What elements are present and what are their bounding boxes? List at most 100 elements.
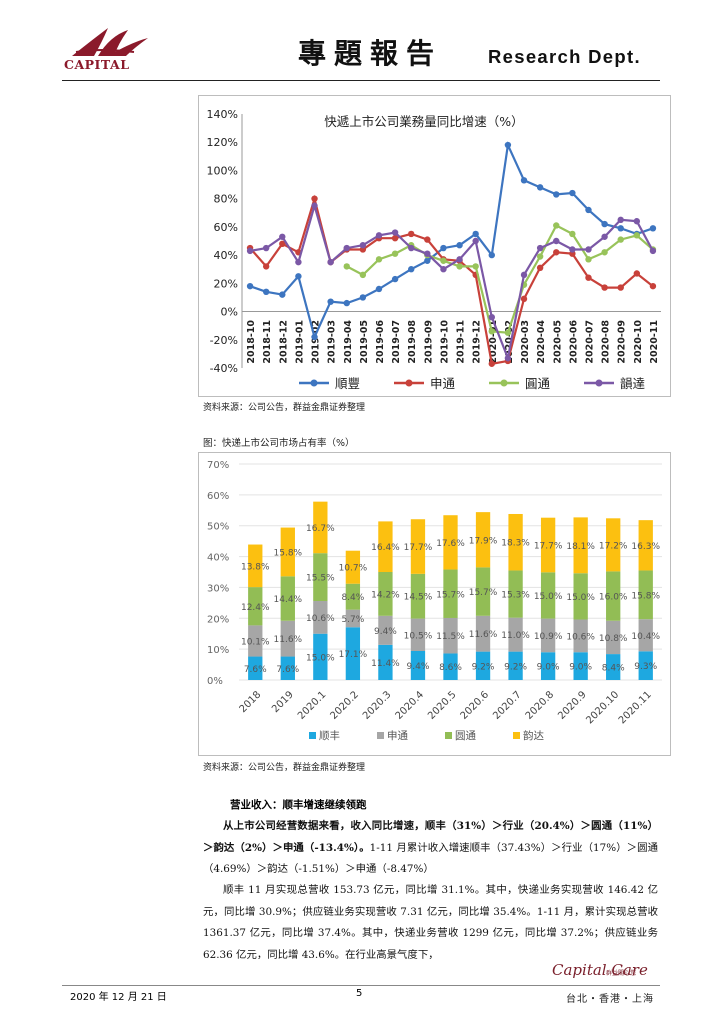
bar-segment-圆通	[443, 569, 458, 618]
y-tick-label: 20%	[207, 614, 229, 625]
y-tick-label: 20%	[214, 277, 238, 290]
data-point	[569, 189, 576, 197]
series-line-申通	[249, 194, 654, 366]
x-tick-label: 2019-10	[439, 320, 450, 364]
data-point	[553, 249, 560, 256]
legend-label: 圓通	[525, 376, 551, 391]
y-tick-label: 0%	[207, 676, 223, 687]
x-tick-label: 2018-10	[246, 320, 257, 364]
data-point	[279, 233, 286, 240]
bar-segment-申通	[443, 617, 458, 654]
bar-segment-申通	[540, 618, 556, 653]
data-label: 9.0%	[537, 663, 560, 673]
x-tick-label: 2019-03	[327, 320, 338, 364]
data-label: 14.2%	[371, 590, 400, 600]
data-label: 14.4%	[274, 595, 303, 605]
report-title: 專題報告	[298, 37, 443, 70]
x-tick-label: 2020.3	[361, 689, 394, 722]
data-point	[472, 237, 479, 245]
legend-label: 韵达	[523, 729, 544, 742]
data-label: 18.1%	[566, 542, 595, 552]
data-label: 9.0%	[569, 663, 592, 673]
data-point	[408, 244, 415, 252]
data-point	[536, 184, 544, 191]
data-label: 15.0%	[566, 593, 595, 603]
market-share-bar-chart-frame: 70% 60% 50% 40% 30% 20% 10% 0% 7.6% 10.1% 12.4% 13.…	[198, 452, 671, 756]
bar-segment-韵达	[540, 517, 556, 573]
data-label: 17.9%	[469, 536, 498, 546]
data-point	[262, 244, 270, 252]
x-tick-label: 2019-07	[391, 320, 402, 364]
data-label: 15.0%	[534, 592, 563, 602]
data-point	[279, 291, 286, 298]
bar-segment-顺丰	[313, 633, 328, 680]
x-tick-label: 2018	[238, 689, 264, 715]
data-point	[359, 271, 367, 279]
x-tick-label: 2018-11	[262, 320, 273, 364]
bar-segment-圆通	[540, 572, 556, 619]
data-point	[391, 250, 399, 257]
data-point	[617, 236, 624, 243]
data-label: 15.7%	[436, 590, 465, 600]
data-point	[617, 225, 624, 232]
data-point	[327, 298, 334, 305]
data-point	[408, 230, 415, 238]
bar-segment-顺丰	[573, 652, 588, 680]
bar-segment-韵达	[313, 501, 328, 554]
data-point	[617, 284, 624, 291]
data-point	[633, 232, 641, 239]
bar-segment-韵达	[475, 512, 491, 568]
x-tick-label: 2020.2	[328, 689, 361, 722]
data-point	[633, 218, 641, 225]
x-tick-label: 2020-10	[633, 320, 644, 364]
y-tick-label: 140%	[207, 108, 238, 121]
bar-segment-申通	[606, 620, 621, 655]
data-point	[424, 236, 431, 243]
x-tick-label: 2019-02	[311, 320, 322, 364]
x-tick-label: 2020.8	[524, 689, 557, 722]
data-label: 11.6%	[274, 635, 303, 645]
y-tick-label: 50%	[207, 522, 229, 533]
data-label: 18.3%	[501, 539, 530, 549]
paragraph-rest: 1-11 月累计收入增速顺丰（37.43%）＞行业（17%）＞圆通（4.69%）…	[203, 841, 658, 876]
data-point	[375, 256, 383, 263]
bar-segment-顺丰	[280, 656, 295, 680]
bar-segment-韵达	[345, 550, 361, 584]
data-point	[408, 266, 415, 273]
paragraph-revenue-growth: 从上市公司经营数据来看，收入同比增速，顺丰（31%）＞行业（20.4%）＞圆通（…	[203, 816, 658, 881]
data-label: 15.0%	[306, 653, 335, 663]
data-point	[488, 251, 495, 259]
data-point	[520, 271, 528, 279]
bar-segment-韵达	[606, 518, 621, 572]
footer-date: 2020 年 12 月 21 日	[70, 992, 167, 1003]
data-point	[649, 225, 657, 232]
x-tick-label: 2020.6	[459, 689, 492, 722]
data-point	[327, 258, 334, 266]
data-point	[488, 360, 495, 367]
page-number: 5	[356, 988, 363, 999]
bar-segment-申通	[280, 620, 295, 657]
data-point	[343, 299, 350, 307]
data-point	[440, 257, 447, 264]
section-heading: 营业收入：顺丰增速继续领跑	[230, 799, 367, 811]
y-tick-label: 30%	[207, 583, 229, 594]
data-point	[504, 329, 512, 336]
bar-segment-顺丰	[248, 656, 263, 680]
data-point	[520, 177, 528, 184]
data-point	[375, 285, 383, 293]
market-share-bar-chart: 70% 60% 50% 40% 30% 20% 10% 0% 7.6% 10.1% 12.4% 13.…	[207, 460, 662, 742]
data-point	[633, 270, 641, 277]
x-tick-label: 2018-12	[278, 320, 289, 364]
data-point	[262, 263, 270, 270]
data-label: 15.3%	[501, 591, 530, 601]
bar-segment-韵达	[248, 544, 263, 588]
data-label: 9.4%	[374, 627, 397, 637]
bar-segment-韵达	[508, 513, 523, 571]
data-label: 10.9%	[534, 632, 563, 642]
x-tick-label: 2020-02	[504, 320, 515, 364]
x-tick-label: 2020-11	[649, 320, 660, 364]
paragraph-bold-lead: 从上市公司经营数据来看，收入同比增速，顺丰（31%）＞行业（20.4%）＞圆通（…	[203, 820, 658, 854]
data-point	[601, 233, 608, 240]
x-tick-label: 2020-08	[601, 320, 612, 364]
y-tick-label: -20%	[210, 334, 238, 347]
